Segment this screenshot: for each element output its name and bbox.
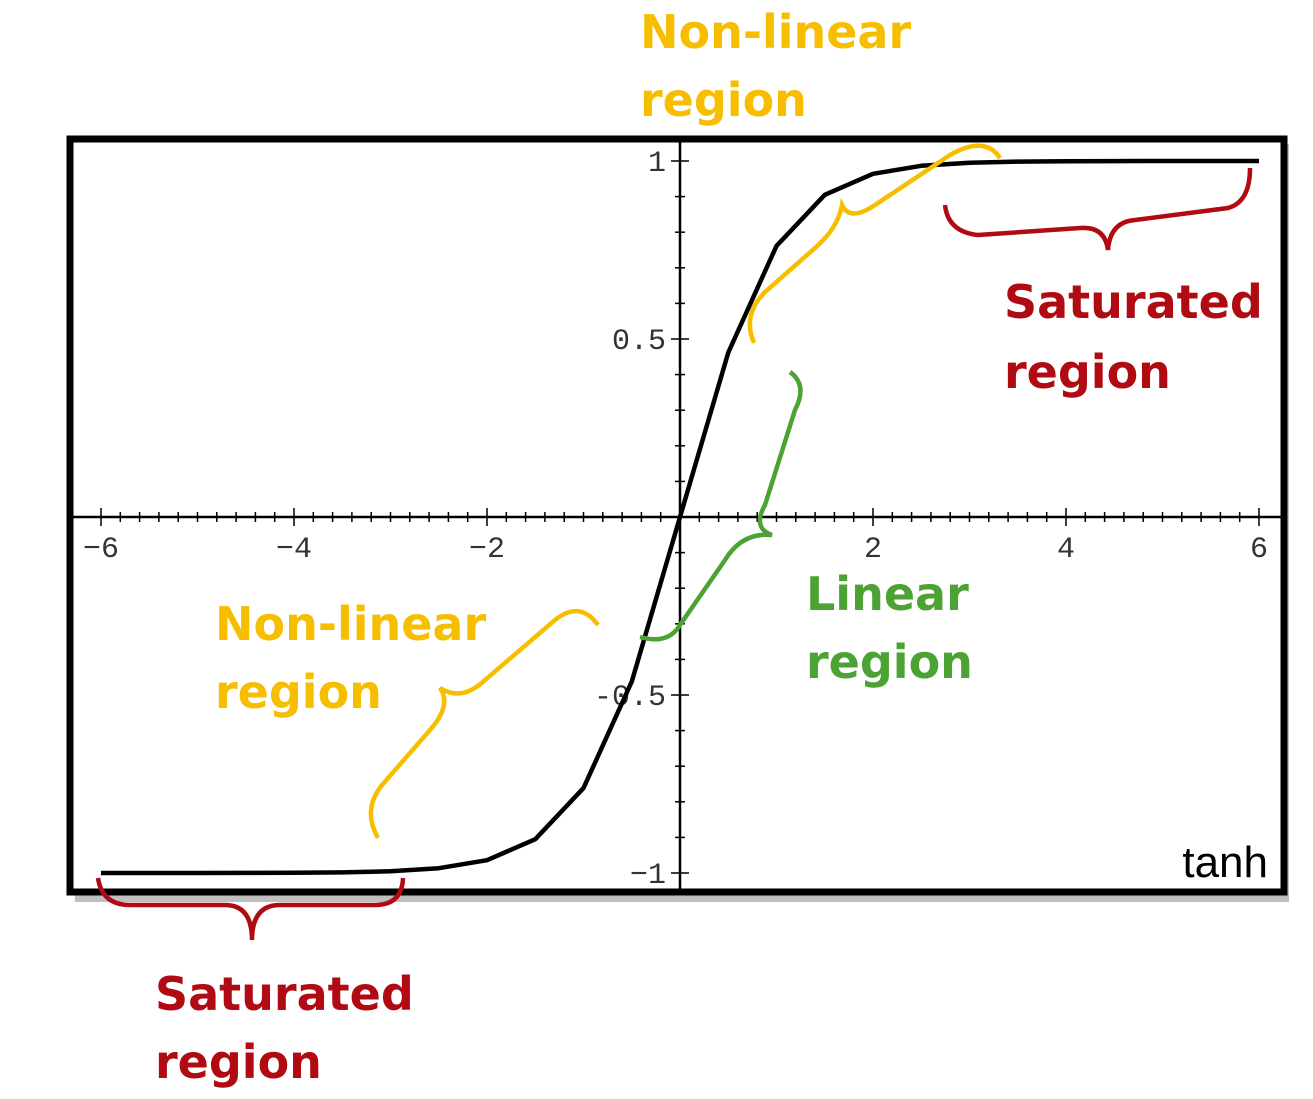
label-nonlinear-top-line1: Non-linear	[640, 5, 911, 59]
y-tick-label: −1	[630, 859, 666, 893]
ticks	[100, 160, 1260, 874]
x-tick-label: −2	[469, 533, 505, 567]
x-tick-label: 4	[1057, 533, 1075, 567]
x-tick-label: 6	[1250, 533, 1268, 567]
label-saturated-right-line2: region	[1004, 345, 1171, 399]
label-nonlinear-top-line2: region	[640, 73, 807, 127]
label-linear-line1: Linear	[806, 567, 969, 621]
plot-frame	[66, 135, 1288, 896]
label-nonlinear-left-line2: region	[215, 665, 382, 719]
function-label: tanh	[1182, 838, 1268, 887]
label-nonlinear-top: Non-linear region	[640, 5, 927, 127]
brace-nonlinear-left	[368, 609, 600, 840]
label-nonlinear-left: Non-linear region	[215, 597, 502, 719]
label-linear-line2: region	[806, 635, 973, 689]
label-linear: Linear region	[806, 567, 985, 689]
x-tick-label: −6	[83, 533, 119, 567]
label-saturated-left: Saturated region	[155, 967, 430, 1089]
brace-saturated-left	[95, 877, 406, 941]
label-nonlinear-left-line1: Non-linear	[215, 597, 486, 651]
tick-labels: −6 −4 −2 2 4 610.5-0.5−1	[83, 147, 1268, 893]
x-tick-label: −4	[276, 533, 312, 567]
x-tick-label: 2	[864, 533, 882, 567]
brace-linear	[639, 370, 803, 642]
label-saturated-left-line1: Saturated	[155, 967, 414, 1021]
brace-saturated-right	[942, 167, 1253, 251]
tanh-curve	[101, 158, 1259, 876]
y-tick-label: 0.5	[612, 325, 666, 359]
label-saturated-right-line1: Saturated	[1004, 275, 1263, 329]
label-saturated-left-line2: region	[155, 1035, 322, 1089]
brace-nonlinear-right	[747, 143, 1002, 344]
label-saturated-right: Saturated region	[1004, 275, 1279, 399]
y-tick-label: 1	[648, 147, 666, 181]
